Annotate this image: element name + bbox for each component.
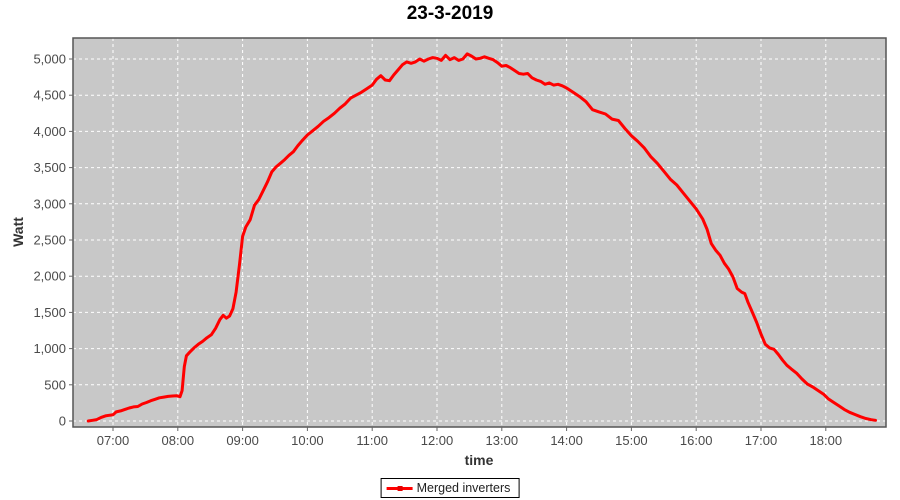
- x-tick-label: 16:00: [680, 433, 713, 448]
- y-tick-label: 2,500: [33, 233, 66, 248]
- legend: Merged inverters: [380, 478, 520, 498]
- y-tick-label: 4,500: [33, 88, 66, 103]
- x-tick-label: 07:00: [97, 433, 130, 448]
- x-tick-label: 10:00: [291, 433, 324, 448]
- y-tick-label: 0: [59, 414, 66, 429]
- x-tick-label: 18:00: [810, 433, 843, 448]
- plot-background: [73, 38, 886, 427]
- x-tick-label: 09:00: [226, 433, 259, 448]
- series-line: [86, 52, 877, 423]
- y-tick-label: 1,500: [33, 305, 66, 320]
- y-tick-label: 500: [44, 377, 66, 392]
- plot-border: [72, 37, 887, 428]
- y-tick-label: 3,500: [33, 160, 66, 175]
- legend-line-icon: [386, 484, 413, 493]
- y-tick-label: 3,000: [33, 196, 66, 211]
- y-tick-label: 1,000: [33, 341, 66, 356]
- x-tick-label: 13:00: [486, 433, 519, 448]
- x-tick-label: 15:00: [615, 433, 648, 448]
- x-tick-label: 17:00: [745, 433, 778, 448]
- y-tick-label: 5,000: [33, 52, 66, 67]
- y-tick-label: 4,000: [33, 124, 66, 139]
- x-tick-label: 12:00: [421, 433, 454, 448]
- y-tick-label: 2,000: [33, 269, 66, 284]
- x-tick-label: 11:00: [356, 433, 388, 448]
- x-tick-label: 08:00: [162, 433, 195, 448]
- x-axis-label: time: [464, 452, 494, 468]
- x-tick-label: 14:00: [550, 433, 583, 448]
- chart-title: 23-3-2019: [406, 3, 494, 24]
- legend-item-label: Merged inverters: [416, 481, 511, 495]
